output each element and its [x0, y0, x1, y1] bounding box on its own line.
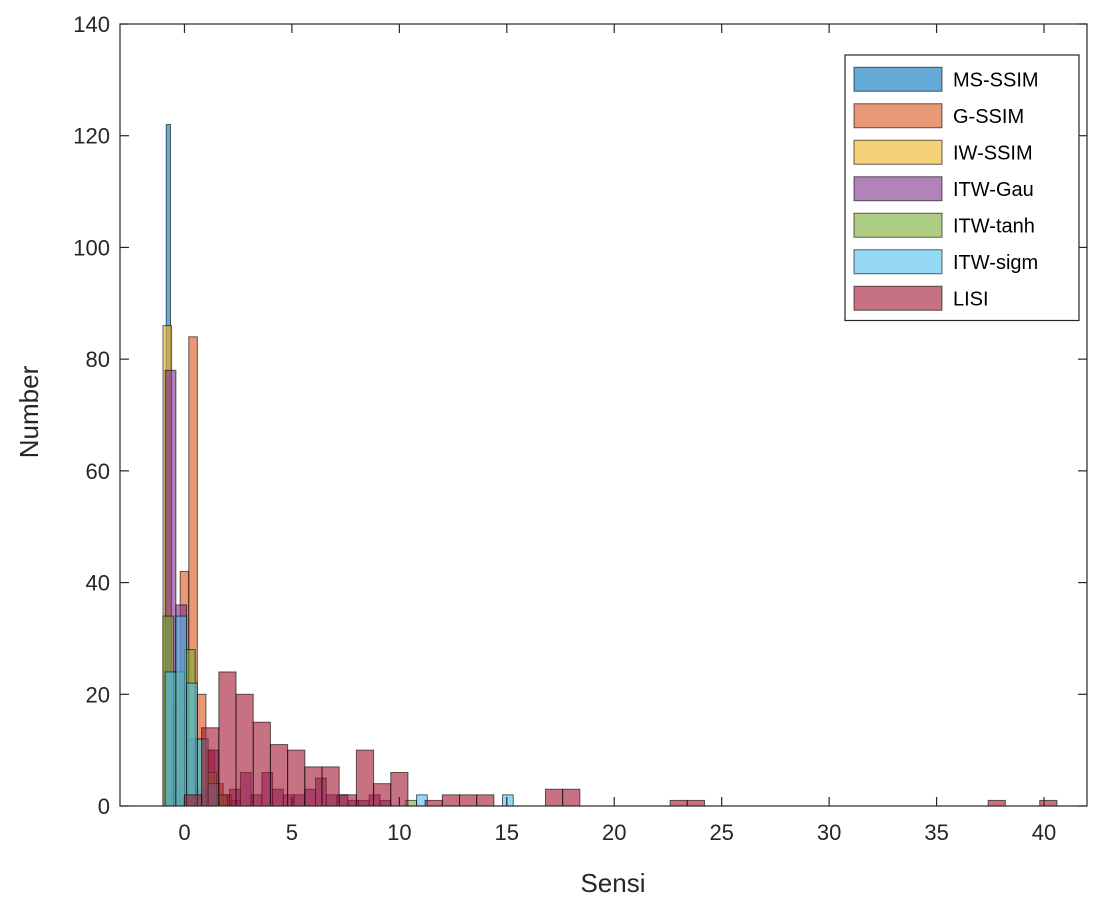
series-lisi — [183, 671, 1058, 807]
histogram-bar — [175, 615, 188, 807]
histogram-bar — [269, 744, 289, 807]
histogram-bar — [304, 766, 323, 807]
axes-box — [119, 23, 1088, 807]
histogram-bar — [544, 788, 564, 807]
histogram-bar — [686, 799, 705, 807]
legend-item: LISI — [853, 285, 989, 311]
y-tick-label: 60 — [86, 459, 110, 484]
y-tick-label: 80 — [86, 347, 110, 372]
legend-swatch — [853, 249, 943, 275]
y-tick-label: 20 — [86, 682, 110, 707]
y-tick-label: 140 — [73, 12, 110, 37]
y-tick-label: 0 — [98, 794, 110, 819]
legend-item: IW-SSIM — [853, 139, 1033, 165]
x-axis-title: Sensi — [580, 868, 645, 898]
legend-swatch — [853, 285, 943, 311]
histogram-bar — [373, 783, 392, 807]
x-tick-label: 5 — [286, 820, 298, 845]
legend-label: ITW-Gau — [953, 179, 1034, 201]
histogram-bar — [201, 727, 220, 807]
histogram-bar — [987, 799, 1006, 807]
x-tick-label: 40 — [1032, 820, 1056, 845]
x-tick-label: 10 — [387, 820, 411, 845]
x-tick-label: 35 — [924, 820, 948, 845]
histogram-bar — [287, 749, 306, 807]
y-axis-title: Number — [14, 365, 44, 458]
histogram-bar — [338, 794, 357, 807]
legend-swatch — [853, 176, 943, 202]
histogram-bar — [164, 671, 177, 807]
histogram-bar — [186, 682, 198, 807]
legend-label: LISI — [953, 288, 989, 310]
histogram-bar — [459, 794, 478, 807]
histogram-bar — [476, 794, 495, 807]
histogram-bar — [218, 671, 237, 807]
x-tick-label: 15 — [495, 820, 519, 845]
histogram-bar — [252, 721, 271, 807]
legend-label: IW-SSIM — [953, 142, 1033, 164]
axes: 0 5 10 15 20 25 30 35 40 0 20 40 60 80 100 120 140 — [73, 12, 1088, 845]
histogram-bar — [562, 788, 581, 807]
legend-swatch — [853, 66, 943, 92]
legend: MS-SSIM G-SSIM IW-SSIM ITW-Gau ITW-tanh ITW-s… — [844, 54, 1080, 322]
histogram-bar — [321, 766, 340, 807]
legend-swatch — [853, 139, 943, 165]
x-tick-label: 0 — [178, 820, 190, 845]
legend-label: ITW-sigm — [953, 252, 1038, 274]
histogram-bar — [424, 799, 443, 807]
histogram-bar — [355, 749, 375, 807]
histogram-bar — [669, 799, 688, 807]
histogram-bar — [502, 794, 514, 807]
histogram-bar — [235, 693, 254, 807]
histogram-bar — [1039, 799, 1058, 807]
x-tick-label: 25 — [709, 820, 733, 845]
x-tick-label: 30 — [817, 820, 841, 845]
legend-item: ITW-tanh — [853, 212, 1035, 238]
legend-swatch — [853, 103, 943, 129]
y-tick-label: 40 — [86, 571, 110, 596]
legend-label: G-SSIM — [953, 106, 1024, 128]
legend-label: MS-SSIM — [953, 69, 1039, 91]
legend-item: ITW-sigm — [853, 249, 1038, 275]
y-tick-label: 120 — [73, 124, 110, 149]
x-tick-label: 20 — [602, 820, 626, 845]
legend-item: ITW-Gau — [853, 176, 1034, 202]
legend-label: ITW-tanh — [953, 215, 1035, 237]
legend-swatch — [853, 212, 943, 238]
histogram-bar — [441, 794, 461, 807]
histogram-bar — [183, 794, 203, 807]
y-tick-label: 100 — [73, 235, 110, 260]
legend-item: G-SSIM — [853, 103, 1024, 129]
legend-item: MS-SSIM — [853, 66, 1039, 92]
